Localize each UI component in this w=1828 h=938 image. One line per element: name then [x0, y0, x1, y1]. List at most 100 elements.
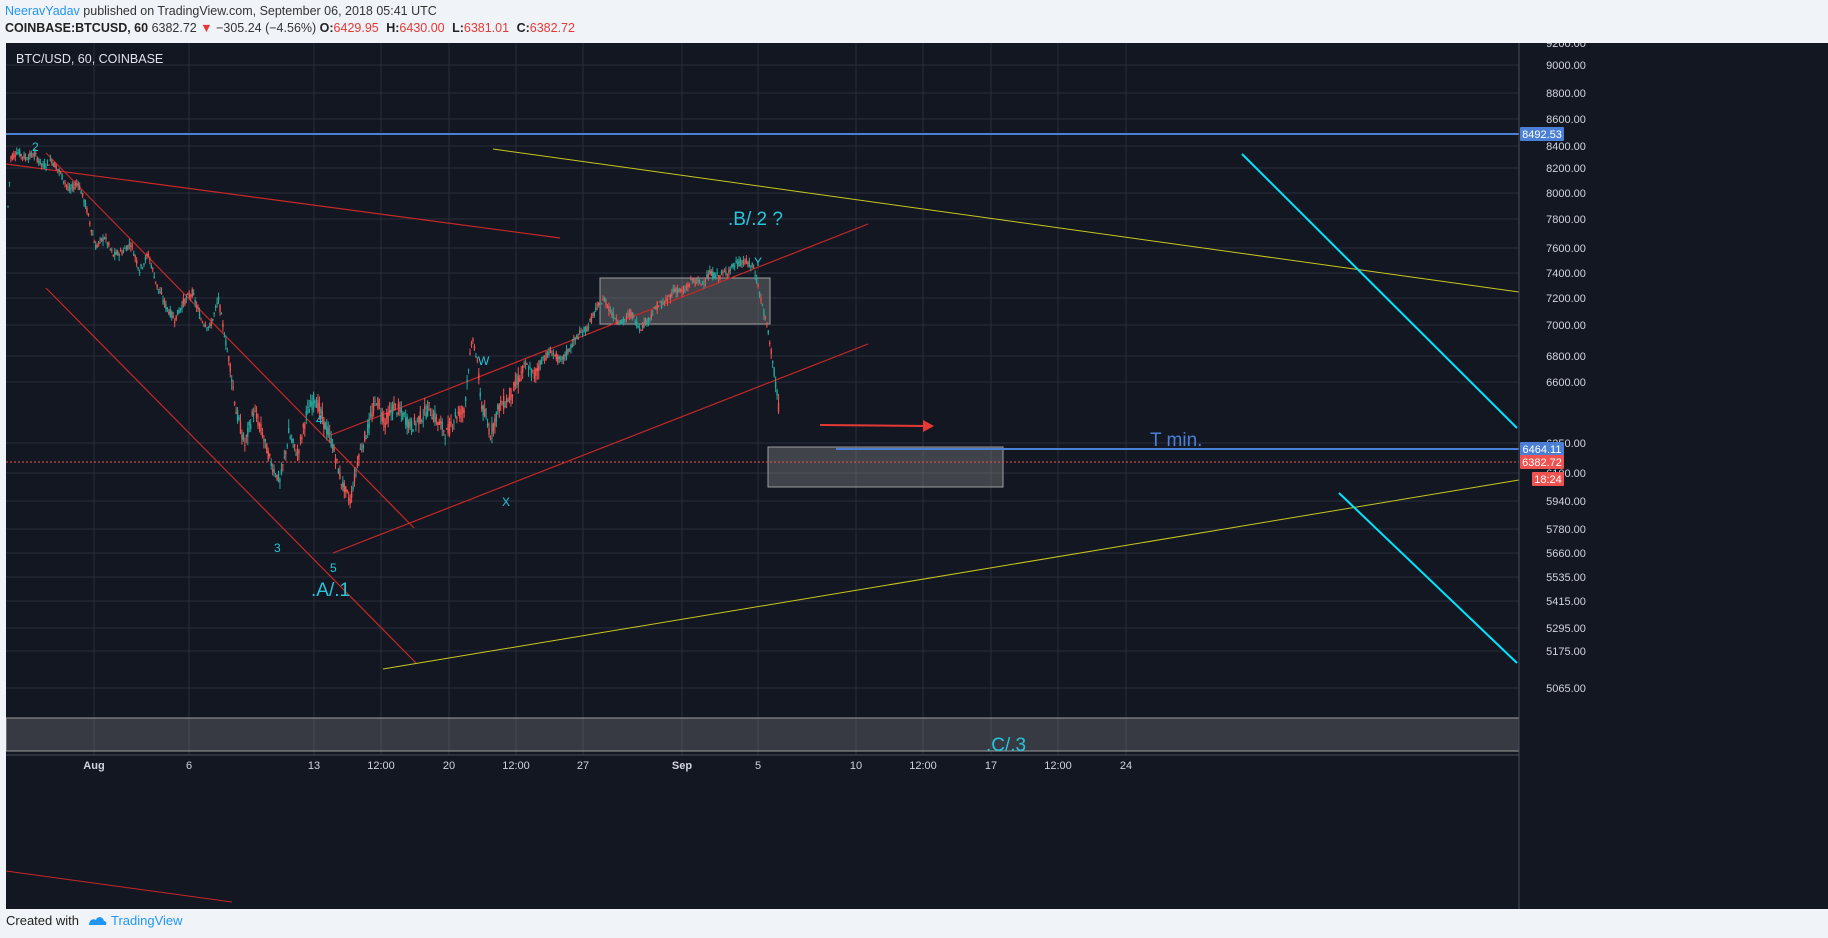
price-axis-bg: [1519, 43, 1828, 909]
candle-body: [707, 274, 710, 278]
candle-body: [333, 446, 335, 452]
candle-body: [210, 322, 212, 327]
candle-body: [500, 400, 502, 404]
cyan-line-lower[interactable]: [1338, 492, 1518, 664]
candle-body: [669, 294, 672, 300]
candle-body: [485, 415, 487, 418]
price-tick: 6600.00: [1546, 377, 1586, 389]
time-axis[interactable]: Aug 6 13 12:00 20 12:00 27 Sep 5 10 12:00 17 12:00 24: [83, 760, 1132, 772]
candle-body: [665, 298, 667, 301]
cyan-line-upper[interactable]: [1241, 153, 1518, 429]
candle-body: [554, 354, 556, 356]
red-channel-upper[interactable]: [45, 152, 415, 529]
red-trendline-top[interactable]: [6, 163, 561, 239]
candle-body: [377, 397, 379, 409]
wave-label-w: W: [478, 354, 490, 368]
candle-body: [462, 407, 464, 414]
red-rising-lower[interactable]: [332, 343, 869, 554]
candle-body: [42, 163, 44, 167]
zone-bottom[interactable]: [6, 717, 1520, 752]
candle-body: [279, 479, 281, 483]
candle-body: [597, 302, 600, 306]
candle-body: [618, 322, 620, 325]
candle-body: [741, 262, 743, 264]
candle-body: [481, 405, 483, 410]
candle-body: [81, 192, 84, 197]
wave-labels: 2 3 4 5 W X Y .B/.2 ? .A/.1 .C/.3 T min.: [32, 140, 1202, 756]
candle-body: [248, 421, 250, 426]
candle-body: [523, 363, 525, 365]
candle-body: [38, 160, 40, 163]
price-badge-text: 18:24: [1534, 474, 1562, 486]
candle-body: [80, 191, 82, 194]
price-tick: 8600.00: [1546, 114, 1586, 126]
candle-body: [700, 283, 702, 286]
author-link[interactable]: NeeravYadav: [5, 4, 80, 18]
time-tick: 17: [985, 760, 997, 772]
candle-body: [340, 483, 343, 485]
price-tick: 5940.00: [1546, 496, 1586, 508]
candle-body: [203, 324, 205, 326]
candle-body: [437, 422, 439, 425]
red-arrow[interactable]: [819, 424, 925, 427]
candle-body: [301, 436, 303, 440]
candle-body: [592, 314, 594, 316]
candle-body: [627, 313, 629, 315]
candle-body: [736, 261, 739, 266]
candle-body: [519, 378, 521, 382]
candle-body: [614, 318, 616, 320]
candle-body: [559, 359, 562, 361]
candle-body: [312, 393, 315, 405]
candle-body: [61, 173, 63, 180]
candle-body: [305, 410, 307, 416]
candle-body: [510, 388, 512, 400]
candle-body: [84, 202, 87, 208]
candle-body: [757, 284, 759, 287]
candle-body: [717, 275, 720, 280]
candle-body: [483, 408, 486, 416]
candle-body: [567, 348, 569, 353]
yellow-trendline-upper[interactable]: [492, 148, 1520, 293]
red-rising-upper[interactable]: [330, 223, 869, 436]
price-chart[interactable]: 2 3 4 5 W X Y .B/.2 ? .A/.1 .C/.3 T min.…: [6, 43, 1828, 909]
candle-body: [331, 443, 334, 449]
candle-body: [482, 405, 484, 416]
candle-body: [315, 403, 318, 408]
low-value: 6381.01: [463, 21, 510, 35]
candle-body: [603, 297, 606, 302]
candle-body: [137, 267, 139, 270]
down-arrow-icon: ▼: [200, 21, 213, 35]
price-tick: 9000.00: [1546, 60, 1586, 72]
candle-body: [754, 274, 756, 277]
candle-body: [353, 473, 356, 482]
candle-body: [247, 427, 249, 437]
price-axis[interactable]: 9200.00 9000.00 8800.00 8600.00 8400.00 8200.…: [1546, 43, 1586, 695]
tradingview-link[interactable]: TradingView: [87, 913, 183, 928]
candle-body: [492, 423, 495, 431]
red-channel-lower[interactable]: [45, 287, 417, 664]
candle-body: [668, 295, 670, 297]
candle-body: [693, 279, 695, 282]
candle-body: [134, 255, 136, 258]
candle-body: [225, 339, 227, 346]
price-tick: 8200.00: [1546, 163, 1586, 175]
candle-body: [777, 402, 780, 412]
candle-body: [327, 428, 329, 436]
candle-body: [118, 254, 120, 257]
candle-body: [576, 335, 578, 338]
publish-line: NeeravYadav published on TradingView.com…: [5, 3, 579, 20]
candle-body: [394, 403, 397, 405]
candle-body: [404, 417, 407, 426]
zone-target[interactable]: [767, 446, 1004, 488]
candle-body: [659, 301, 661, 303]
red-trendline-bottom[interactable]: [6, 870, 233, 903]
candle-body: [729, 268, 731, 271]
candle-body: [434, 411, 436, 422]
candle-body: [190, 295, 192, 297]
candle-body: [548, 351, 550, 355]
yellow-trendline-lower[interactable]: [382, 479, 1520, 670]
tradingview-logo-icon: [88, 916, 107, 925]
candle-body: [723, 271, 726, 273]
candle-body: [286, 445, 288, 447]
zone-upper[interactable]: [599, 277, 771, 325]
